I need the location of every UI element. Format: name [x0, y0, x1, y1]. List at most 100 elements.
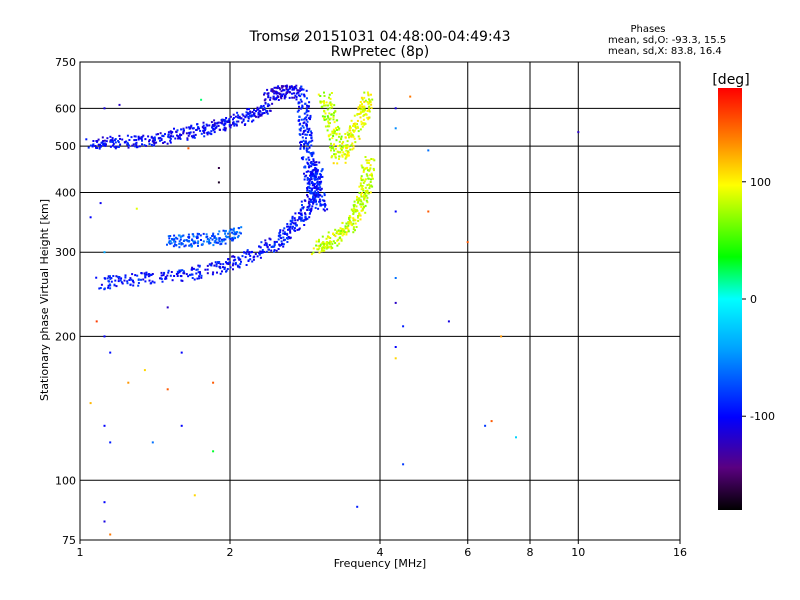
data-point [160, 278, 163, 280]
data-point [115, 275, 118, 278]
data-point [280, 240, 283, 243]
data-point [251, 120, 253, 123]
data-point [315, 188, 318, 191]
data-point [224, 232, 227, 235]
data-point [515, 436, 517, 439]
data-point [342, 230, 345, 233]
data-point [102, 140, 105, 142]
data-point [238, 227, 241, 230]
data-point [221, 270, 223, 273]
data-point [301, 133, 304, 135]
data-point [309, 118, 311, 121]
data-point [361, 110, 364, 113]
data-point [162, 274, 165, 277]
data-point [328, 125, 331, 128]
data-point [96, 147, 98, 149]
data-point [367, 192, 370, 195]
data-point [169, 274, 172, 277]
data-point [348, 135, 351, 137]
data-point [266, 110, 269, 113]
data-point [353, 125, 356, 128]
data-point [148, 140, 150, 143]
data-point [252, 119, 255, 122]
data-point [110, 280, 113, 283]
data-point [358, 191, 361, 194]
data-point [200, 239, 202, 241]
colorbar-tick-label: -100 [750, 410, 775, 423]
data-point [305, 158, 308, 161]
data-point [99, 287, 102, 289]
data-point [366, 116, 369, 119]
data-point [190, 273, 193, 276]
data-point [309, 152, 312, 155]
data-point [369, 174, 372, 177]
data-point [265, 250, 268, 253]
data-point [114, 138, 117, 140]
data-point [315, 244, 318, 247]
data-point [308, 101, 311, 104]
data-point [137, 278, 140, 281]
data-point [294, 229, 297, 232]
data-point [360, 200, 363, 203]
data-point [246, 250, 249, 253]
data-point [355, 127, 358, 130]
data-point [261, 249, 264, 251]
data-point [142, 134, 145, 137]
data-point [320, 106, 323, 108]
data-point [348, 218, 351, 220]
data-point [337, 229, 340, 232]
data-point [358, 113, 361, 115]
data-point [271, 88, 274, 91]
data-point [295, 224, 298, 227]
data-point [268, 244, 271, 246]
data-point [324, 205, 326, 208]
data-point [229, 238, 232, 240]
data-point [164, 276, 167, 279]
data-point [228, 118, 231, 121]
data-point [291, 219, 294, 222]
data-point [169, 235, 172, 237]
data-point [336, 145, 339, 148]
data-point [315, 240, 318, 243]
data-point [346, 152, 349, 154]
data-point [362, 170, 365, 173]
data-point [172, 238, 175, 241]
data-point [358, 213, 361, 215]
data-point [349, 125, 351, 128]
data-point [196, 268, 199, 271]
data-point [98, 287, 101, 290]
data-point [328, 118, 331, 121]
data-point [105, 143, 107, 146]
data-point [213, 125, 216, 128]
data-point [269, 96, 272, 99]
data-point [366, 201, 369, 204]
data-point [148, 143, 151, 145]
data-point [137, 138, 140, 141]
data-point [211, 235, 214, 237]
data-point [217, 121, 220, 124]
data-point [249, 110, 252, 113]
data-point [134, 145, 137, 148]
data-point [169, 130, 172, 133]
data-point [218, 265, 221, 268]
data-point [305, 137, 307, 140]
data-point [99, 143, 102, 146]
data-point [306, 189, 309, 192]
data-point [320, 176, 322, 178]
data-point [307, 206, 310, 209]
data-point [340, 230, 343, 232]
data-point [126, 141, 129, 144]
data-point [257, 116, 260, 119]
data-point [340, 135, 343, 138]
data-point [466, 241, 469, 244]
data-point [233, 227, 235, 230]
data-point [181, 269, 184, 272]
data-point [295, 87, 298, 90]
data-point [340, 239, 343, 242]
data-point [402, 325, 405, 328]
data-point [298, 228, 300, 231]
data-point [219, 267, 222, 270]
data-point [316, 177, 319, 180]
data-point [316, 248, 319, 251]
data-point [265, 244, 268, 247]
